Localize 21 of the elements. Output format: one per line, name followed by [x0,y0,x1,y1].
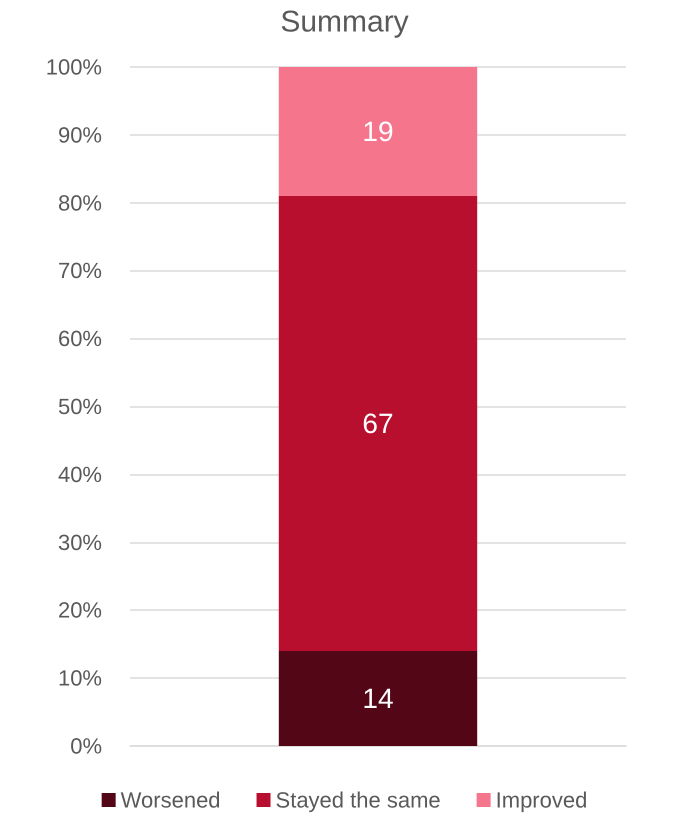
legend-label: Worsened [120,788,221,812]
data-label: 14 [362,682,394,714]
legend-label: Stayed the same [276,788,441,812]
y-tick-label: 100% [46,54,102,80]
data-label: 67 [362,408,394,439]
y-tick-label: 30% [58,530,102,555]
bar [278,67,478,196]
y-tick-label: 10% [58,666,102,691]
data-label: 19 [362,116,394,148]
y-tick-label: 0% [70,734,102,758]
legend-label: Improved [496,788,588,812]
bar [278,650,478,746]
y-tick-label: 70% [58,258,102,284]
y-tick-label: 90% [58,122,102,148]
y-tick-label: 20% [58,598,102,623]
y-tick-label: 50% [58,394,102,419]
bar [278,196,478,651]
chart-title: Summary [280,6,409,38]
y-tick-label: 40% [58,462,102,487]
y-tick-label: 80% [58,190,102,216]
y-tick-label: 60% [58,326,102,352]
